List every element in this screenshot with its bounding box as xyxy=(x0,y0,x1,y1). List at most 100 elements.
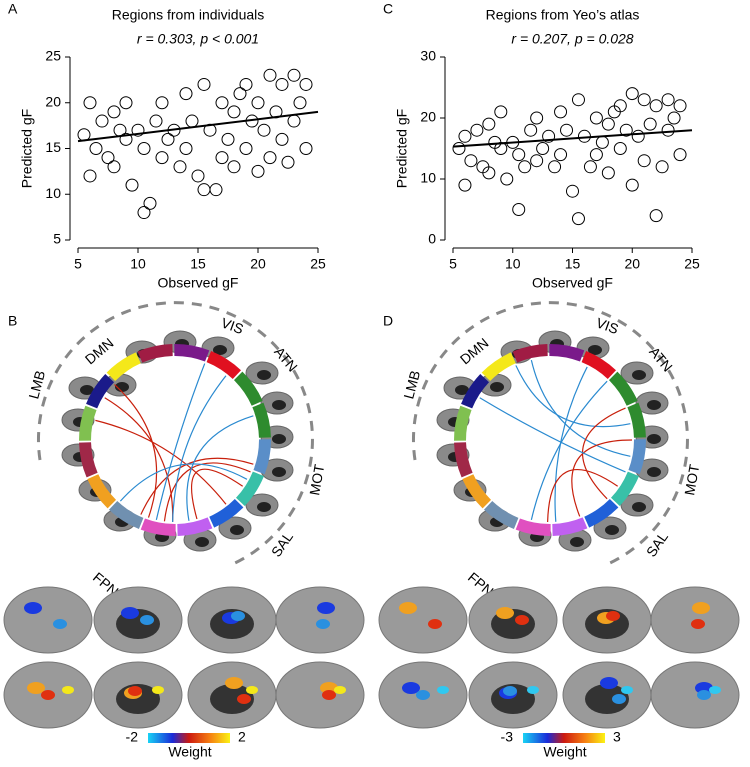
chord xyxy=(104,397,174,522)
colorbar-min: -3 xyxy=(501,729,514,745)
point xyxy=(185,114,199,128)
point xyxy=(227,160,241,174)
weight-blob xyxy=(320,682,338,694)
point xyxy=(583,160,597,174)
chord xyxy=(581,407,626,500)
weight-blob xyxy=(316,619,330,629)
ring-segment xyxy=(108,500,144,529)
point xyxy=(673,99,687,113)
point xyxy=(500,172,514,186)
brain-medial xyxy=(605,525,619,535)
weight-blob xyxy=(692,602,710,614)
point xyxy=(613,142,627,155)
brain-surface xyxy=(650,661,740,729)
point xyxy=(619,123,633,137)
point xyxy=(119,96,133,110)
network-label: DMN xyxy=(457,335,492,368)
x-axis-label: Observed gF xyxy=(532,275,613,291)
weight-blob xyxy=(121,607,139,619)
ring-segment xyxy=(87,474,117,509)
point xyxy=(215,96,229,110)
point xyxy=(673,148,687,162)
weight-blob xyxy=(695,682,713,694)
brain-medial xyxy=(210,684,254,714)
point xyxy=(209,183,223,197)
point xyxy=(518,160,532,174)
brain-medial xyxy=(647,400,661,410)
colorbar-max: 2 xyxy=(238,729,246,745)
point xyxy=(119,132,133,146)
chord xyxy=(190,468,244,520)
weight-blob xyxy=(322,690,336,700)
point xyxy=(512,203,526,216)
point xyxy=(631,129,645,143)
chord xyxy=(95,419,227,505)
point xyxy=(149,114,163,128)
brain-medial xyxy=(257,502,271,512)
weight-blob xyxy=(128,686,142,696)
ring-segment xyxy=(628,439,646,475)
x-tick-label: 25 xyxy=(310,256,326,272)
point xyxy=(275,132,289,146)
point xyxy=(655,160,669,174)
ring-segment xyxy=(454,405,472,441)
ring-segment xyxy=(79,405,97,441)
point xyxy=(191,169,205,183)
weight-blob xyxy=(600,677,618,689)
point xyxy=(595,135,609,149)
brain-medial xyxy=(257,370,271,380)
x-tick-label: 20 xyxy=(250,256,266,272)
point xyxy=(601,117,615,131)
weight-blob xyxy=(416,690,430,700)
panel-label: B xyxy=(8,313,17,329)
ring-segment xyxy=(253,439,271,475)
weight-blob xyxy=(334,686,346,694)
brain-medial xyxy=(647,467,661,477)
point xyxy=(482,117,496,131)
point xyxy=(173,160,187,174)
y-tick-label: 20 xyxy=(420,109,436,125)
point xyxy=(89,142,103,155)
ring-segment xyxy=(608,371,638,406)
weight-blob xyxy=(231,611,245,621)
point xyxy=(113,123,127,137)
weight-blob xyxy=(709,686,721,694)
point xyxy=(667,111,681,125)
point xyxy=(577,129,591,143)
network-label: VIS xyxy=(594,314,621,337)
point xyxy=(83,96,97,110)
weight-blob xyxy=(606,611,620,621)
x-axis-label: Observed gF xyxy=(158,275,239,291)
chord xyxy=(571,439,633,517)
chord xyxy=(114,384,158,518)
chord xyxy=(530,380,608,520)
chart-subtitle: r = 0.303, p < 0.001 xyxy=(137,31,259,47)
point xyxy=(137,142,151,155)
ring-segment xyxy=(209,498,244,528)
point xyxy=(554,148,568,162)
point xyxy=(293,96,307,110)
point xyxy=(233,87,247,101)
point xyxy=(661,93,675,107)
brain-medial xyxy=(585,684,629,714)
chart-title: Regions from individuals xyxy=(112,7,265,23)
brain-medial xyxy=(570,537,584,547)
point xyxy=(571,212,585,226)
point xyxy=(649,99,663,113)
point xyxy=(263,151,277,165)
ring-segment xyxy=(515,518,551,536)
weight-blob xyxy=(246,686,258,694)
chord xyxy=(186,415,254,521)
point xyxy=(649,209,663,223)
weight-blob xyxy=(24,602,42,614)
network-label: DMN xyxy=(82,335,117,368)
brain-medial xyxy=(588,345,602,355)
brain-medial xyxy=(115,382,129,392)
network-label: MOT xyxy=(306,463,327,497)
colorbar xyxy=(523,733,605,743)
point xyxy=(239,142,253,155)
weight-blob xyxy=(503,686,517,696)
point xyxy=(458,178,472,192)
chord xyxy=(479,397,626,473)
chord xyxy=(547,469,619,522)
